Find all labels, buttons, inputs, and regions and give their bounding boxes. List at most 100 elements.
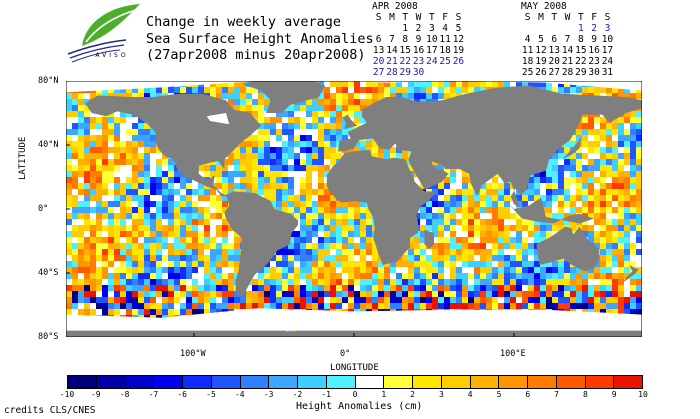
colorbar-tick-label: 2 bbox=[410, 390, 415, 399]
calendar-day: 20 bbox=[372, 56, 385, 67]
calendar-week: 25 26 27 28 29 30 31 bbox=[521, 67, 614, 78]
calendar-day: 22 bbox=[575, 56, 587, 67]
colorbar-swatch bbox=[183, 376, 212, 388]
chart-date-range: (27apr2008 minus 20apr2008) bbox=[146, 47, 366, 63]
weekday-label: S bbox=[604, 12, 611, 23]
calendar-day: 15 bbox=[399, 45, 411, 56]
calendar-week: 27 28 29 30 bbox=[372, 67, 465, 78]
calendar-day: 27 bbox=[372, 67, 385, 78]
chart-subtitle: Sea Surface Height Anomalies bbox=[146, 31, 374, 47]
calendar-day: 10 bbox=[426, 34, 438, 45]
calendar-week: 11 12 13 14 15 16 17 bbox=[521, 45, 614, 56]
calendar-day: 16 bbox=[412, 45, 425, 56]
colorbar-swatch bbox=[384, 376, 413, 388]
colorbar-tick-label: 3 bbox=[438, 390, 444, 399]
weekday-label: T bbox=[577, 12, 584, 23]
calendar-day bbox=[372, 23, 385, 34]
calendar-may: MAY 2008 S M T W T F S 1 2 3 4 5 6 7 8 9 10 11 12 13 14 15 16 17… bbox=[521, 1, 614, 78]
colorbar bbox=[67, 375, 643, 389]
calendar-day: 5 bbox=[455, 23, 462, 34]
colorbar-tick-label: -9 bbox=[90, 390, 101, 399]
y-tick-label: 80°N bbox=[38, 76, 59, 86]
calendar-day: 25 bbox=[521, 67, 534, 78]
ice-regions bbox=[66, 81, 642, 331]
calendar-day: 4 bbox=[442, 23, 448, 34]
weekday-label: F bbox=[591, 12, 597, 23]
calendar-day: 8 bbox=[577, 34, 584, 45]
calendar-title: MAY 2008 bbox=[521, 1, 567, 12]
land-australia bbox=[536, 226, 599, 272]
calendar-day: 11 bbox=[439, 34, 451, 45]
colorbar-tick-label: -8 bbox=[119, 390, 130, 399]
calendar-day: 6 bbox=[375, 34, 382, 45]
calendar-day: 13 bbox=[372, 45, 385, 56]
calendar-week: 20 21 22 23 24 25 26 bbox=[372, 56, 465, 67]
calendar-day: 14 bbox=[386, 45, 398, 56]
colorbar-tick-label: 8 bbox=[582, 390, 588, 399]
land-japan bbox=[562, 137, 582, 160]
calendar-day: 9 bbox=[415, 34, 422, 45]
land-new-zealand bbox=[622, 265, 639, 283]
colorbar-tick-label: 6 bbox=[525, 390, 531, 399]
calendar-day: 8 bbox=[402, 34, 409, 45]
colorbar-swatch bbox=[556, 376, 586, 388]
calendar-day: 17 bbox=[601, 45, 614, 56]
calendar-day: 17 bbox=[426, 45, 438, 56]
land-madagascar bbox=[424, 229, 434, 249]
calendar-day: 11 bbox=[521, 45, 534, 56]
calendar-day: 7 bbox=[564, 34, 571, 45]
colorbar-title: Height Anomalies (cm) bbox=[296, 401, 423, 412]
weekday-label: S bbox=[375, 12, 382, 23]
calendar-day: 23 bbox=[412, 56, 425, 67]
colorbar-tick-label: -10 bbox=[59, 390, 75, 399]
calendar-day: 24 bbox=[601, 56, 614, 67]
land-indonesia bbox=[506, 197, 594, 224]
colorbar-swatch bbox=[528, 376, 557, 388]
calendar-april: APR 2008 S M T W T F S 1 2 3 4 5 6 7 8 9 10 11 12 13 14 15 16 17… bbox=[372, 1, 465, 78]
weekday-label: M bbox=[389, 12, 395, 23]
y-tick-label: 0° bbox=[38, 204, 49, 214]
calendar-day bbox=[561, 23, 574, 34]
calendar-day: 19 bbox=[452, 45, 465, 56]
colorbar-tick-label: -6 bbox=[177, 390, 187, 399]
logo-text: AVISO bbox=[95, 52, 129, 59]
calendar-day: 24 bbox=[426, 56, 438, 67]
calendar-day: 28 bbox=[386, 67, 398, 78]
colorbar-tick-label: 4 bbox=[467, 390, 473, 399]
colorbar-tick-label: -2 bbox=[292, 390, 303, 399]
x-tick-label: 0° bbox=[340, 349, 351, 359]
colorbar-swatch bbox=[441, 376, 471, 388]
x-tick-label: 100°W bbox=[180, 349, 206, 359]
credits: credits CLS/CNES bbox=[4, 405, 96, 416]
colorbar-swatch bbox=[68, 376, 97, 388]
colorbar-tick-label: 7 bbox=[554, 390, 559, 399]
aviso-logo bbox=[67, 4, 140, 63]
calendar-day: 16 bbox=[588, 45, 600, 56]
weekday-label: T bbox=[428, 12, 435, 23]
land-eurasia bbox=[338, 85, 642, 208]
colorbar-tick-label: 5 bbox=[496, 390, 502, 399]
calendar-day bbox=[425, 67, 438, 78]
y-axis-label: LATITUDE bbox=[18, 136, 28, 180]
calendar-day: 2 bbox=[415, 23, 422, 34]
calendar-day: 29 bbox=[575, 67, 587, 78]
chart-title: Change in weekly average bbox=[146, 14, 342, 30]
calendar-day bbox=[521, 23, 534, 34]
calendar-day: 6 bbox=[551, 34, 558, 45]
calendar-day: 20 bbox=[548, 56, 560, 67]
calendar-day: 12 bbox=[535, 45, 547, 56]
calendar-day bbox=[438, 67, 451, 78]
calendar-day: 4 bbox=[524, 34, 531, 45]
calendar-day bbox=[452, 67, 465, 78]
colorbar-swatch bbox=[585, 376, 615, 388]
colorbar-tick-label: 9 bbox=[611, 390, 617, 399]
weekday-label: S bbox=[524, 12, 531, 23]
calendar-day: 12 bbox=[452, 34, 465, 45]
calendar-title: APR 2008 bbox=[372, 1, 418, 12]
calendar-day: 21 bbox=[561, 56, 574, 67]
calendar-day bbox=[534, 23, 547, 34]
colorbar-tick-label: -4 bbox=[234, 390, 245, 399]
